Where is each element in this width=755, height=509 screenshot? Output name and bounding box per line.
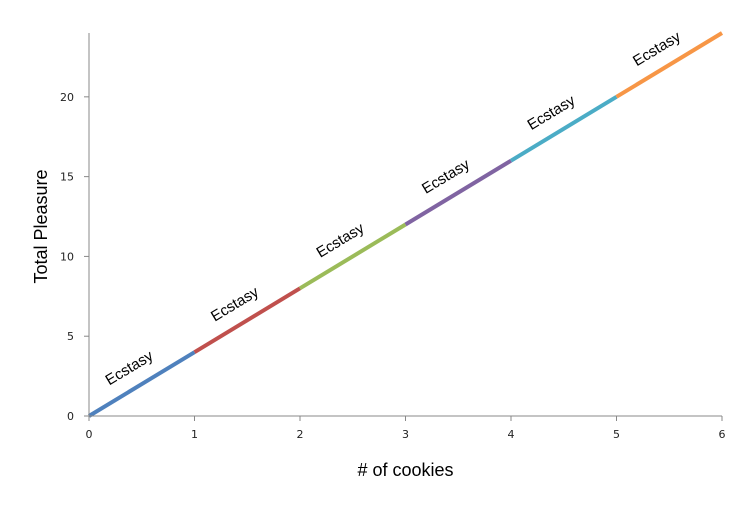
x-tick-label: 6 bbox=[719, 428, 726, 441]
series-segment bbox=[404, 158, 513, 227]
y-tick-label: 20 bbox=[60, 91, 74, 104]
x-tick-label: 5 bbox=[613, 428, 620, 441]
y-tick-group: 0 5 10 15 20 bbox=[60, 91, 89, 423]
series-segment bbox=[193, 286, 302, 354]
segment-label: Ecstasy bbox=[630, 28, 684, 70]
annotation-group: Ecstasy Ecstasy Ecstasy Ecstasy Ecstasy Ecsta… bbox=[103, 28, 685, 389]
x-tick-label: 1 bbox=[191, 428, 198, 441]
x-tick-label: 4 bbox=[508, 428, 515, 441]
y-axis-title: Total Pleasure bbox=[31, 169, 51, 283]
segment-label: Ecstasy bbox=[419, 156, 473, 198]
series-segment bbox=[87, 350, 196, 418]
segment-label: Ecstasy bbox=[314, 219, 368, 261]
x-tick-label: 3 bbox=[402, 428, 409, 441]
series-segment bbox=[509, 95, 618, 163]
y-tick-label: 0 bbox=[67, 410, 74, 423]
segment-label: Ecstasy bbox=[208, 283, 262, 325]
y-tick-label: 15 bbox=[60, 171, 74, 184]
series-group bbox=[87, 31, 724, 418]
segment-label: Ecstasy bbox=[103, 347, 157, 389]
x-tick-label: 2 bbox=[297, 428, 304, 441]
segment-label: Ecstasy bbox=[525, 92, 579, 134]
series-segment bbox=[298, 222, 407, 291]
series-segment bbox=[615, 31, 724, 99]
x-axis-title: # of cookies bbox=[357, 460, 453, 480]
x-tick-label: 0 bbox=[86, 428, 93, 441]
x-tick-group: 0 1 2 3 4 5 6 bbox=[86, 416, 726, 441]
y-tick-label: 5 bbox=[67, 330, 74, 343]
y-tick-label: 10 bbox=[60, 250, 74, 263]
